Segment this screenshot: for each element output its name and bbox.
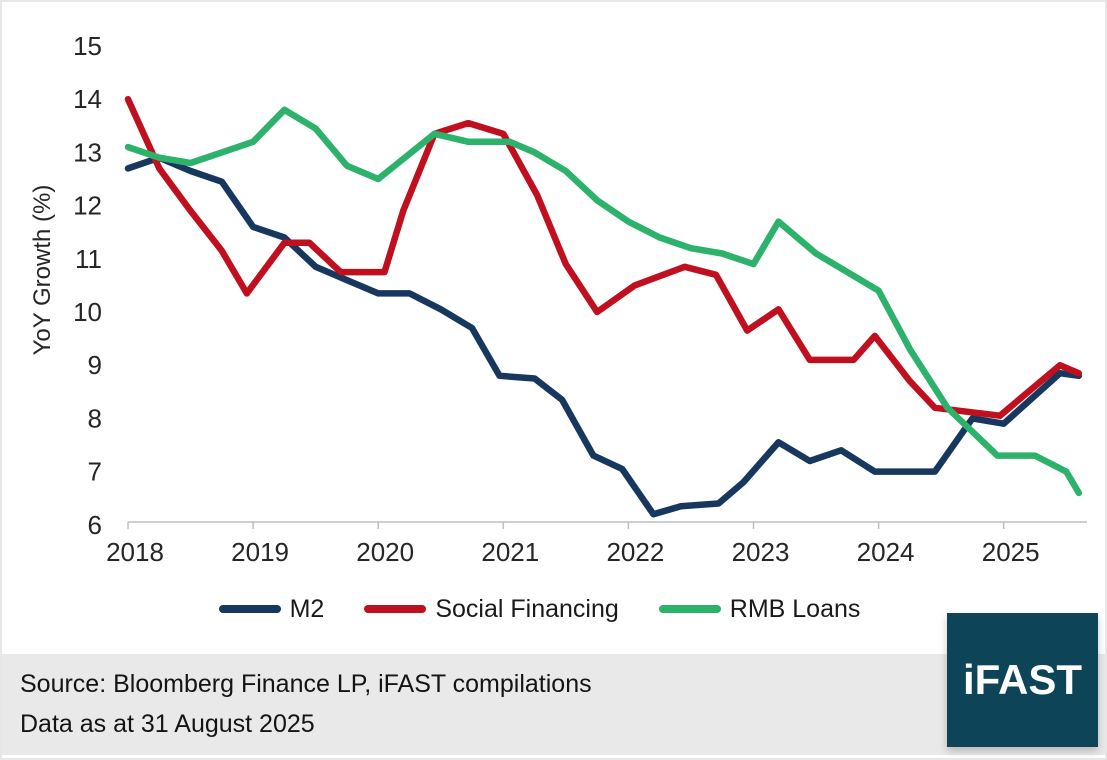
legend-item-social-financing: Social Financing <box>364 594 619 624</box>
series-line-m2 <box>124 154 1083 518</box>
legend-label-social-financing: Social Financing <box>435 594 619 623</box>
y-tick-label: 8 <box>88 403 102 433</box>
legend-item-rmb-loans: RMB Loans <box>658 594 861 624</box>
x-tick-label: 2024 <box>857 537 915 567</box>
y-tick-label: 14 <box>73 84 102 114</box>
legend-label-m2: M2 <box>289 594 325 623</box>
legend-item-m2: M2 <box>218 594 325 624</box>
ifast-logo-text: iFAST <box>962 656 1082 703</box>
legend-label-rmb-loans: RMB Loans <box>729 594 861 623</box>
footer-date-text: Data as at 31 August 2025 <box>20 710 315 738</box>
x-tick-label: 2022 <box>606 537 664 567</box>
x-tick-label: 2021 <box>481 537 539 567</box>
y-axis-title: YoY Growth (%) <box>29 184 56 356</box>
legend-swatch-rmb-loans <box>658 605 721 613</box>
legend: M2 Social Financing RMB Loans <box>2 591 1077 627</box>
y-tick-label: 10 <box>73 297 102 327</box>
y-tick-label: 7 <box>88 457 102 487</box>
y-tick-label: 6 <box>88 510 102 540</box>
y-tick-label: 15 <box>73 31 102 61</box>
footer-band: Source: Bloomberg Finance LP, iFAST comp… <box>2 654 1105 755</box>
legend-swatch-social-financing <box>364 605 427 613</box>
x-tick-label: 2025 <box>982 537 1040 567</box>
y-tick-label: 9 <box>88 350 102 380</box>
y-tick-label: 12 <box>73 191 102 221</box>
ifast-logo: iFAST <box>947 613 1098 747</box>
y-tick-label: 13 <box>73 137 102 167</box>
x-tick-label: 2020 <box>356 537 414 567</box>
x-tick-label: 2018 <box>106 537 164 567</box>
footer-source-text: Source: Bloomberg Finance LP, iFAST comp… <box>20 670 592 698</box>
x-tick-label: 2023 <box>732 537 790 567</box>
x-tick-label: 2019 <box>231 537 289 567</box>
series-line-social-financing <box>124 95 1083 419</box>
y-tick-label: 11 <box>75 244 102 274</box>
series-line-rmb-loans <box>124 106 1083 497</box>
chart-svg: 2018 2019 2020 2021 2022 2023 2024 2025 6 7 8 9 10 11… <box>73 31 1087 567</box>
legend-swatch-m2 <box>218 605 281 613</box>
